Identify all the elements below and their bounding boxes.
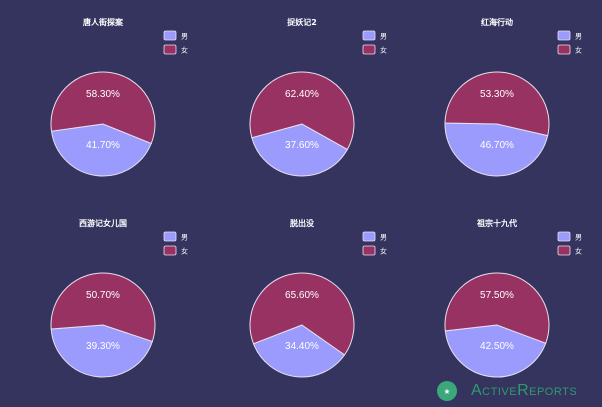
pie-slice-female [249, 272, 355, 356]
legend-swatch-female [362, 245, 376, 256]
legend-swatch-male [163, 30, 177, 41]
data-label-female: 53.30% [480, 89, 514, 100]
data-label-male: 39.30% [86, 341, 120, 352]
legend-swatch-female [362, 44, 376, 55]
data-label-female: 58.30% [86, 89, 120, 100]
pie-chart-1: 捉妖记2 男女 37.60% 62.40% [249, 17, 387, 177]
legend-label-female: 女 [575, 247, 582, 256]
pie-slice-female [50, 272, 156, 343]
pie-slice-female [249, 71, 355, 151]
legend-label-female: 女 [380, 46, 387, 55]
legend-label-female: 女 [181, 46, 188, 55]
chart-title: 祖宗十九代 [476, 218, 517, 228]
legend-swatch-male [362, 30, 376, 41]
legend-swatch-male [362, 231, 376, 242]
legend-swatch-male [557, 231, 571, 242]
pie-slice-male [444, 324, 547, 378]
data-label-female: 57.50% [480, 290, 514, 301]
legend-swatch-female [557, 245, 571, 256]
data-label-female: 62.40% [285, 89, 319, 100]
pie-slice-male [251, 123, 349, 177]
legend-swatch-female [557, 44, 571, 55]
legend-swatch-female [163, 245, 177, 256]
legend-label-male: 男 [181, 234, 188, 242]
legend-label-female: 女 [380, 247, 387, 256]
legend-swatch-male [557, 30, 571, 41]
chart-title: 唐人街探案 [83, 17, 124, 27]
pie-slice-male [50, 324, 153, 378]
legend-label-female: 女 [575, 46, 582, 55]
legend-label-female: 女 [181, 247, 188, 256]
legend-swatch-female [163, 44, 177, 55]
pie-slice-male [444, 122, 549, 177]
data-label-male: 46.70% [480, 140, 514, 151]
pie-slice-female [444, 272, 550, 344]
legend-label-male: 男 [575, 234, 582, 242]
legend-label-male: 男 [575, 33, 582, 41]
chart-title: 捉妖记2 [287, 17, 317, 27]
chart-title: 红海行动 [481, 17, 513, 27]
activereports-logo: ⭑ ActiveReports [437, 381, 577, 401]
activereports-logo-icon: ⭑ [437, 381, 457, 401]
data-label-male: 41.70% [86, 140, 120, 151]
legend-label-male: 男 [380, 234, 387, 242]
chart-title: 脱出没 [290, 218, 315, 228]
pie-slice-female [444, 71, 550, 137]
brand-name: ActiveReports [471, 382, 578, 399]
legend-label-male: 男 [181, 33, 188, 41]
data-label-female: 50.70% [86, 290, 120, 301]
data-label-female: 65.60% [285, 290, 319, 301]
data-label-male: 37.60% [285, 140, 319, 151]
legend-label-male: 男 [380, 33, 387, 41]
legend-swatch-male [163, 231, 177, 242]
data-label-male: 34.40% [285, 341, 319, 352]
chart-title: 西游记女儿国 [79, 218, 127, 228]
pie-slice-male [252, 324, 346, 378]
pie-slice-female [50, 71, 156, 145]
data-label-male: 42.50% [480, 341, 514, 352]
pie-slice-male [50, 123, 152, 177]
